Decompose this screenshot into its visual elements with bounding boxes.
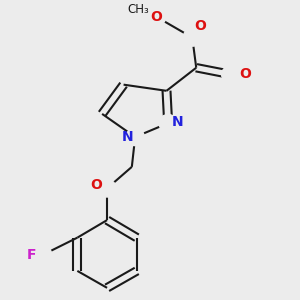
- Circle shape: [222, 66, 240, 83]
- Circle shape: [147, 8, 166, 26]
- Text: O: O: [239, 68, 251, 82]
- Text: O: O: [90, 178, 102, 192]
- Text: N: N: [122, 130, 134, 144]
- Text: CH₃: CH₃: [128, 3, 149, 16]
- Text: O: O: [194, 19, 206, 33]
- Text: F: F: [27, 248, 37, 262]
- Circle shape: [98, 180, 116, 197]
- Text: N: N: [172, 115, 184, 129]
- Circle shape: [159, 115, 177, 132]
- Circle shape: [33, 246, 52, 263]
- Circle shape: [183, 29, 202, 46]
- Circle shape: [126, 0, 151, 21]
- Circle shape: [126, 128, 144, 146]
- Text: O: O: [151, 10, 163, 24]
